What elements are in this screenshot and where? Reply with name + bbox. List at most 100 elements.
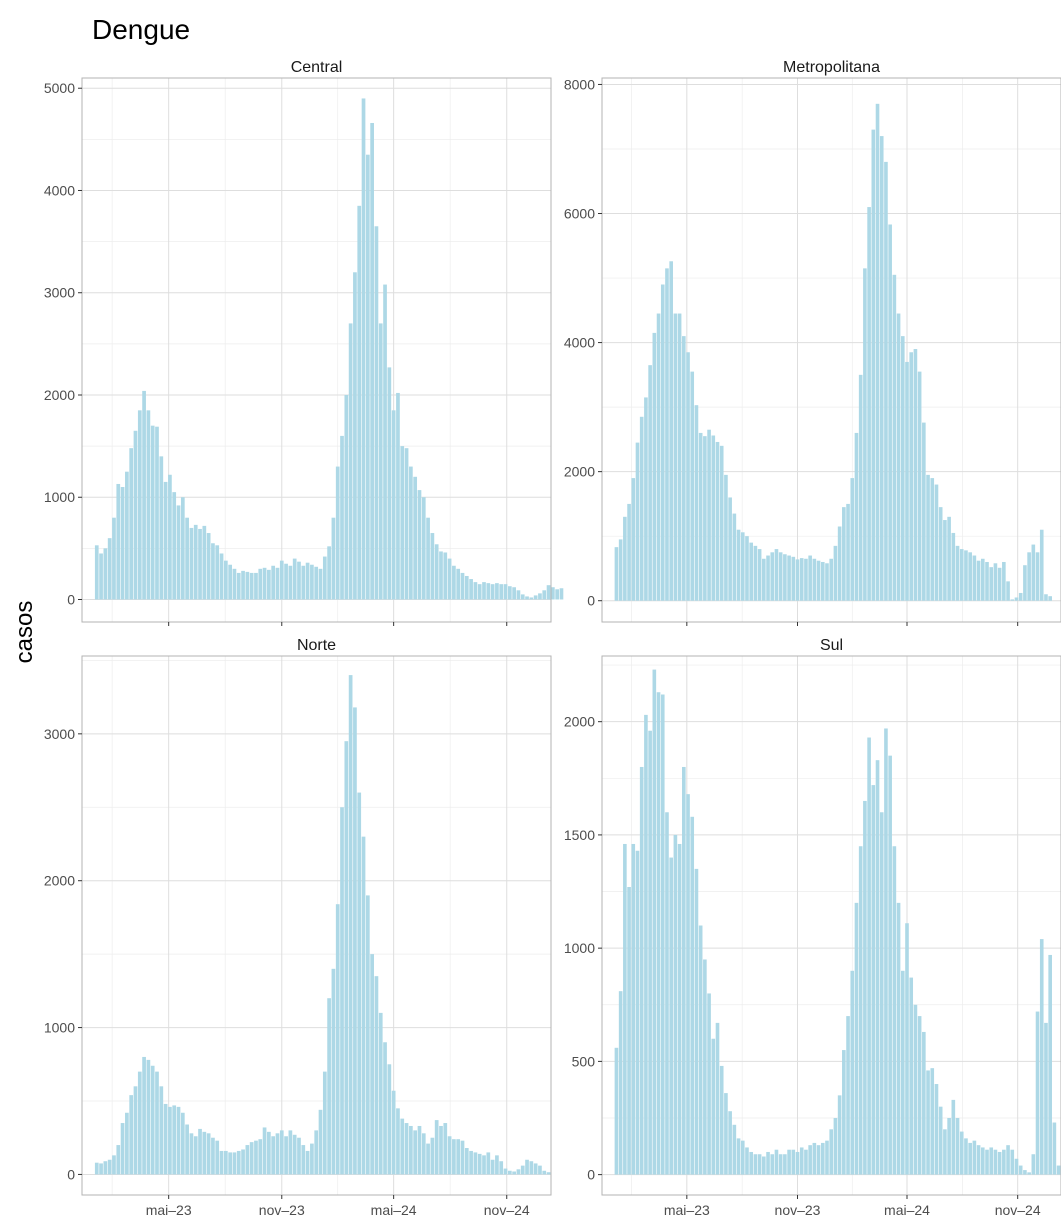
bar xyxy=(254,572,258,600)
bar xyxy=(236,572,241,600)
y-tick-label: 1000 xyxy=(44,489,75,505)
bar xyxy=(525,1159,529,1175)
bar xyxy=(825,1140,829,1175)
bar xyxy=(884,161,888,601)
bar xyxy=(520,1165,525,1175)
x-tick-label: mai–23 xyxy=(664,1202,710,1218)
bar xyxy=(125,1112,129,1175)
bar xyxy=(318,568,323,600)
bar xyxy=(1027,552,1031,601)
bar xyxy=(804,558,808,601)
bar xyxy=(473,1152,478,1175)
bar xyxy=(875,103,880,601)
bar xyxy=(1031,544,1036,601)
bar xyxy=(409,1125,413,1175)
bar xyxy=(417,1125,422,1175)
bar xyxy=(938,507,943,601)
bar xyxy=(989,1147,994,1175)
bar xyxy=(833,545,838,601)
bar xyxy=(749,542,753,601)
bar xyxy=(875,760,880,1175)
bar xyxy=(854,902,859,1175)
bar xyxy=(976,560,981,601)
bar xyxy=(374,976,379,1175)
bar xyxy=(909,977,914,1175)
bar xyxy=(783,554,787,601)
bar xyxy=(249,1142,254,1175)
panels: Central010002000300040005000Metropolitan… xyxy=(44,59,1061,1218)
bar xyxy=(378,1012,383,1175)
bar xyxy=(546,1172,551,1175)
bar xyxy=(736,529,741,601)
bar xyxy=(426,517,430,600)
bar xyxy=(669,857,673,1175)
panel-norte: Norte 0 1000 2000 3000 mai–23 nov–23 mai–24 nov–… xyxy=(44,637,552,1218)
bar xyxy=(245,1145,250,1175)
bar xyxy=(254,1140,258,1175)
bar xyxy=(820,1142,825,1175)
bar xyxy=(146,1059,151,1175)
bar xyxy=(980,1147,985,1175)
bar xyxy=(732,1124,737,1175)
bar xyxy=(495,583,499,600)
x-tick-label: mai–24 xyxy=(371,1202,417,1218)
bar xyxy=(677,313,682,601)
bar xyxy=(137,410,142,600)
bar xyxy=(808,555,812,601)
bar xyxy=(955,1118,960,1175)
bar xyxy=(185,1124,189,1175)
panel-border xyxy=(81,655,552,1196)
x-tick-label: mai–24 xyxy=(884,1202,930,1218)
bar xyxy=(400,1118,405,1175)
y-tick-label: 1000 xyxy=(564,940,595,956)
bar xyxy=(533,1163,538,1175)
bar xyxy=(997,567,1002,601)
bar xyxy=(682,766,686,1175)
bar xyxy=(913,1004,918,1175)
bar xyxy=(387,1064,392,1175)
bar xyxy=(301,565,306,600)
bar xyxy=(503,1168,508,1175)
bar xyxy=(159,1086,164,1175)
bar xyxy=(787,1149,791,1175)
bar xyxy=(193,524,198,600)
bar xyxy=(627,503,631,601)
y-tick-label: 2000 xyxy=(564,714,595,730)
bar xyxy=(951,532,956,601)
bar xyxy=(129,1095,134,1175)
bar xyxy=(219,553,224,600)
bar xyxy=(778,1154,783,1175)
bar xyxy=(430,533,435,600)
bar xyxy=(340,807,344,1175)
bar xyxy=(614,1047,619,1175)
bar xyxy=(310,564,314,600)
bar xyxy=(116,483,121,600)
bar xyxy=(833,1118,838,1175)
bar xyxy=(443,1123,448,1175)
y-tick-label: 2000 xyxy=(44,873,75,889)
bar xyxy=(757,549,762,601)
bar xyxy=(791,1149,796,1175)
bar xyxy=(288,1130,293,1175)
x-tick-label: nov–23 xyxy=(775,1202,821,1218)
bar xyxy=(804,1149,808,1175)
bar xyxy=(279,560,284,600)
bar xyxy=(125,471,129,600)
bar xyxy=(301,1145,306,1175)
bar xyxy=(310,1143,314,1175)
y-tick-label: 6000 xyxy=(564,206,595,222)
bar xyxy=(703,436,707,601)
bar xyxy=(185,517,189,600)
bar xyxy=(99,553,103,600)
y-tick-label: 0 xyxy=(587,1167,595,1183)
bar xyxy=(495,1155,499,1175)
bar xyxy=(648,365,652,601)
bar xyxy=(614,547,619,601)
bar xyxy=(673,313,678,601)
bar xyxy=(211,1137,215,1175)
bar xyxy=(267,569,271,600)
bar xyxy=(155,426,159,600)
bar xyxy=(1035,552,1040,601)
bar xyxy=(335,466,340,600)
bar xyxy=(223,1150,228,1175)
